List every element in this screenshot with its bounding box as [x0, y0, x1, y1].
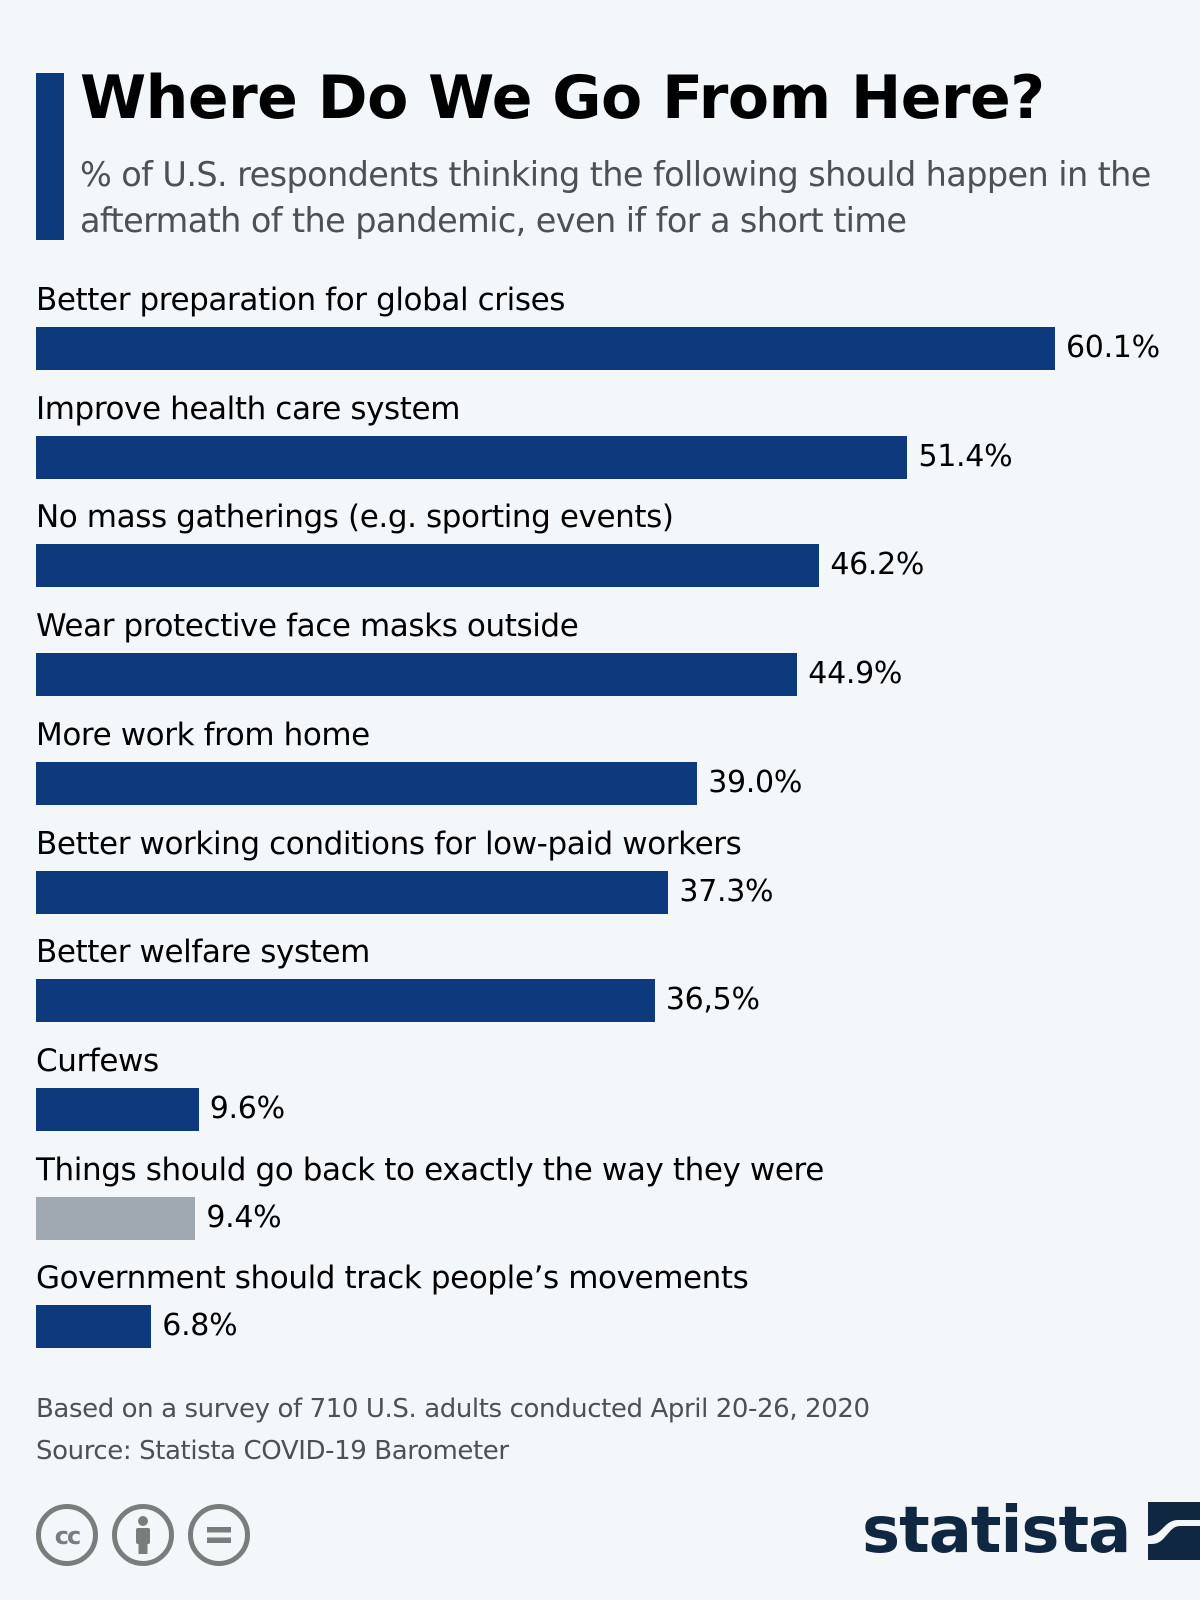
bar-value-label: 37.3%	[679, 873, 774, 909]
bar	[36, 1196, 196, 1240]
chart-title: Where Do We Go From Here?	[80, 63, 1045, 133]
bar-label: No mass gatherings (e.g. sporting events…	[36, 499, 674, 536]
source-note: Source: Statista COVID-19 Barometer	[36, 1436, 509, 1466]
bar-row: Things should go back to exactly the way…	[36, 1130, 1186, 1240]
bar-label: Wear protective face masks outside	[36, 608, 579, 645]
footnote: Based on a survey of 710 U.S. adults con…	[36, 1388, 870, 1472]
bar	[36, 327, 1055, 370]
bar-row: No mass gatherings (e.g. sporting events…	[36, 477, 1186, 588]
bar	[36, 870, 669, 914]
survey-note: Based on a survey of 710 U.S. adults con…	[36, 1394, 870, 1424]
bar-row: Wear protective face masks outside 44.9%	[36, 586, 1186, 697]
bar-row: Improve health care system 51.4%	[36, 369, 1186, 479]
cc-icon[interactable]: cc	[36, 1504, 98, 1566]
bar-row: Better working conditions for low-paid w…	[36, 804, 1186, 914]
bar-value-label: 9.4%	[206, 1199, 282, 1235]
bar	[36, 1305, 152, 1349]
svg-text:cc: cc	[55, 1522, 80, 1550]
bar	[36, 761, 698, 805]
bar	[36, 1087, 199, 1131]
bar-value-label: 46.2%	[830, 547, 925, 583]
bar-row: Better preparation for global crises 60.1…	[36, 260, 1186, 370]
bar-label: Curfews	[36, 1042, 159, 1079]
bar	[36, 653, 798, 697]
bar	[36, 979, 655, 1023]
bar-label: More work from home	[36, 716, 370, 753]
bar-value-label: 9.6%	[209, 1090, 285, 1126]
bar-label: Government should track people’s movemen…	[36, 1260, 749, 1297]
bar-value-label: 51.4%	[918, 438, 1013, 474]
statista-mark-icon	[1148, 1502, 1200, 1560]
bar-label: Improve health care system	[36, 390, 461, 427]
bar-label: Better preparation for global crises	[36, 282, 566, 318]
bar-value-label: 60.1%	[1066, 330, 1160, 365]
bar-value-label: 39.0%	[708, 764, 803, 800]
attribution-icon[interactable]	[112, 1504, 174, 1566]
bar-label: Better working conditions for low-paid w…	[36, 825, 742, 862]
bar-label: Things should go back to exactly the way…	[36, 1151, 824, 1188]
bar-row: Better welfare system 36,5%	[36, 912, 1186, 1023]
bar-row: Government should track people’s movemen…	[36, 1238, 1186, 1349]
bar-value-label: 44.9%	[808, 656, 903, 692]
bar	[36, 435, 908, 479]
bar	[36, 544, 820, 588]
bar-value-label: 36,5%	[665, 982, 760, 1018]
no-derivatives-icon[interactable]	[188, 1504, 250, 1566]
bar-row: More work from home 39.0%	[36, 695, 1186, 805]
statista-logo[interactable]: statista	[862, 1496, 1200, 1566]
bar-value-label: 6.8%	[162, 1308, 238, 1344]
statista-wordmark: statista	[862, 1494, 1131, 1568]
chart-subtitle: % of U.S. respondents thinking the follo…	[80, 155, 1151, 240]
bar-row: Curfews 9.6%	[36, 1021, 1186, 1131]
bar-label: Better welfare system	[36, 934, 370, 971]
license-icons: cc	[36, 1504, 250, 1566]
title-accent-bar	[36, 73, 64, 240]
